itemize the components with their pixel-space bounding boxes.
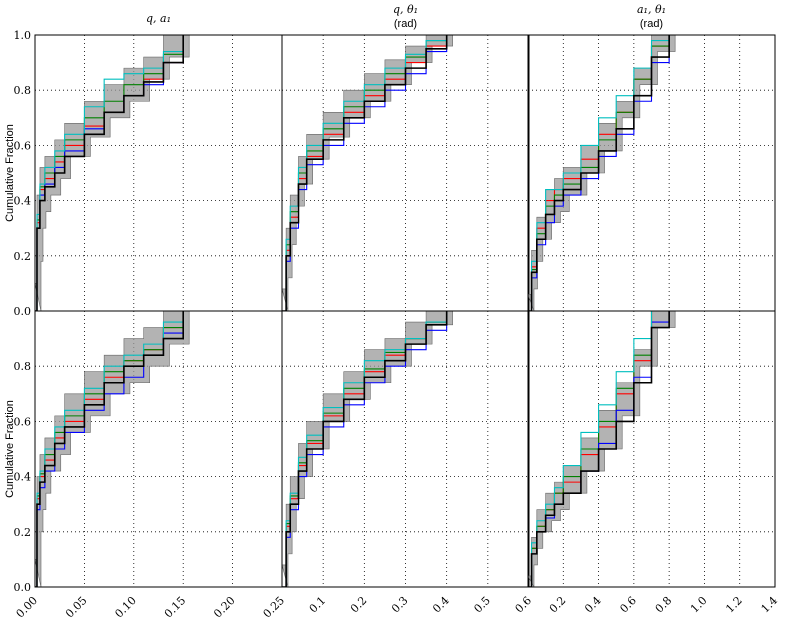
y-axis-label: Cumulative Fraction bbox=[4, 400, 16, 498]
panel: 0.1 0.2 0.3 0.4 0.5 0.6 bbox=[281, 310, 535, 616]
panel-subtitle: (rad) bbox=[394, 18, 417, 30]
confidence-band bbox=[35, 35, 190, 311]
y-tick-label: 0.2 bbox=[14, 250, 32, 263]
y-tick-label: 0.6 bbox=[14, 415, 32, 428]
x-tick-label: 0.5 bbox=[471, 594, 493, 616]
panel-title: a₁, θ₁ bbox=[637, 3, 666, 16]
x-tick-label: 0.1 bbox=[307, 594, 329, 616]
plot-area bbox=[528, 311, 775, 587]
cdf-line bbox=[282, 35, 448, 311]
confidence-band bbox=[528, 35, 676, 311]
x-tick-label: 1.4 bbox=[759, 594, 781, 616]
plot-area bbox=[528, 35, 775, 311]
plot-area bbox=[282, 311, 529, 587]
axes-frame bbox=[281, 310, 530, 588]
x-tick-label: 0.10 bbox=[112, 594, 139, 621]
x-tick-label: 0.2 bbox=[348, 594, 370, 616]
axes-frame bbox=[527, 310, 776, 588]
x-tick-label: 0.00 bbox=[14, 594, 41, 621]
plot-area bbox=[35, 35, 282, 311]
x-tick-label: 0.05 bbox=[63, 594, 90, 621]
x-tick-label: 0.8 bbox=[653, 594, 675, 616]
cdf-line bbox=[528, 311, 670, 587]
y-tick-label: 0.8 bbox=[14, 360, 32, 373]
cdf-line bbox=[35, 311, 184, 587]
plot-area bbox=[35, 311, 282, 587]
panel: q, θ₁ (rad) bbox=[281, 3, 530, 312]
plot-area bbox=[282, 35, 529, 311]
y-axis-label: Cumulative Fraction bbox=[4, 124, 16, 222]
panel: 0.2 0.4 0.6 0.8 1.0 1.2 1.4 bbox=[527, 310, 781, 616]
cdf-line bbox=[282, 311, 448, 587]
x-tick-label: 0.3 bbox=[389, 594, 411, 616]
panel: 0.0 0.2 0.4 0.6 0.8 1.0 q, a₁ Cumulative Fracti… bbox=[4, 12, 283, 318]
y-tick-label: 0.6 bbox=[14, 139, 32, 152]
x-tick-label: 0.4 bbox=[582, 594, 604, 616]
y-tick-label: 0.2 bbox=[14, 526, 32, 539]
x-tick-label: 0.6 bbox=[617, 594, 639, 616]
cdf-line bbox=[35, 35, 184, 311]
y-tick-label: 1.0 bbox=[14, 29, 32, 42]
x-tick-label: 0.4 bbox=[430, 594, 452, 616]
y-tick-label: 0.4 bbox=[14, 195, 32, 208]
x-tick-label: 0.25 bbox=[261, 594, 288, 621]
cdf-line bbox=[528, 35, 670, 311]
x-tick-label: 0.2 bbox=[547, 594, 569, 616]
y-tick-label: 0.8 bbox=[14, 84, 32, 97]
y-tick-label: 0.0 bbox=[14, 305, 32, 318]
confidence-band bbox=[282, 35, 453, 311]
y-tick-label: 0.4 bbox=[14, 471, 32, 484]
y-tick-label: 0.0 bbox=[14, 581, 32, 594]
x-tick-label: 0.20 bbox=[211, 594, 238, 621]
panel: 0.0 0.2 0.4 0.6 0.8 0.00 0.05 0.10 0.15 0.20 0.25 C… bbox=[4, 310, 288, 621]
x-tick-label: 0.15 bbox=[162, 594, 189, 621]
x-tick-label: 0.6 bbox=[513, 594, 535, 616]
x-tick-label: 1.2 bbox=[723, 594, 745, 616]
panel-subtitle: (rad) bbox=[640, 18, 663, 30]
panel: a₁, θ₁ (rad) bbox=[527, 3, 776, 312]
x-tick-label: 1.0 bbox=[688, 594, 710, 616]
panel-title: q, a₁ bbox=[146, 12, 171, 25]
panel-title: q, θ₁ bbox=[393, 3, 418, 16]
